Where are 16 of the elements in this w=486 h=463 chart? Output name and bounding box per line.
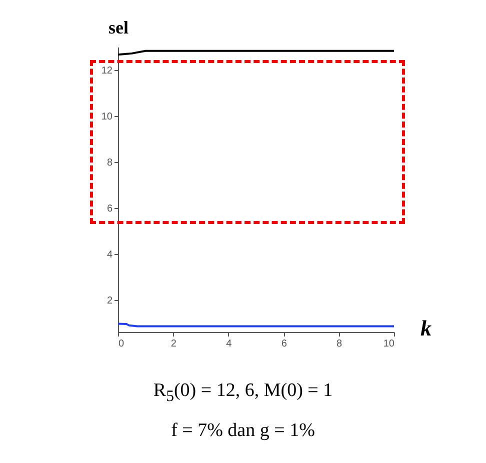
y-tick-label: 6 bbox=[106, 203, 113, 214]
text: f = 7% dan g = 1% bbox=[170, 420, 316, 442]
x-tick-label: 2 bbox=[170, 338, 177, 350]
x-tick-label: 4 bbox=[226, 338, 232, 350]
y-tick-label: 10 bbox=[101, 111, 113, 122]
y-tick-label: 8 bbox=[106, 157, 113, 168]
y-axis-title: sel bbox=[108, 18, 128, 38]
x-tick-label: 0 bbox=[118, 338, 124, 350]
y-tick-label: 12 bbox=[101, 65, 113, 76]
y-tick-label: 2 bbox=[106, 295, 113, 306]
x-tick-label: 10 bbox=[383, 338, 395, 350]
y-tick-label: 4 bbox=[106, 249, 113, 260]
x-axis-title: k bbox=[420, 316, 432, 340]
text: R$_{5}$(0) = 12, 6, M(0) = 1 bbox=[152, 380, 334, 406]
x-tick-label: 8 bbox=[336, 338, 343, 350]
x-tick-label: 6 bbox=[281, 338, 288, 350]
